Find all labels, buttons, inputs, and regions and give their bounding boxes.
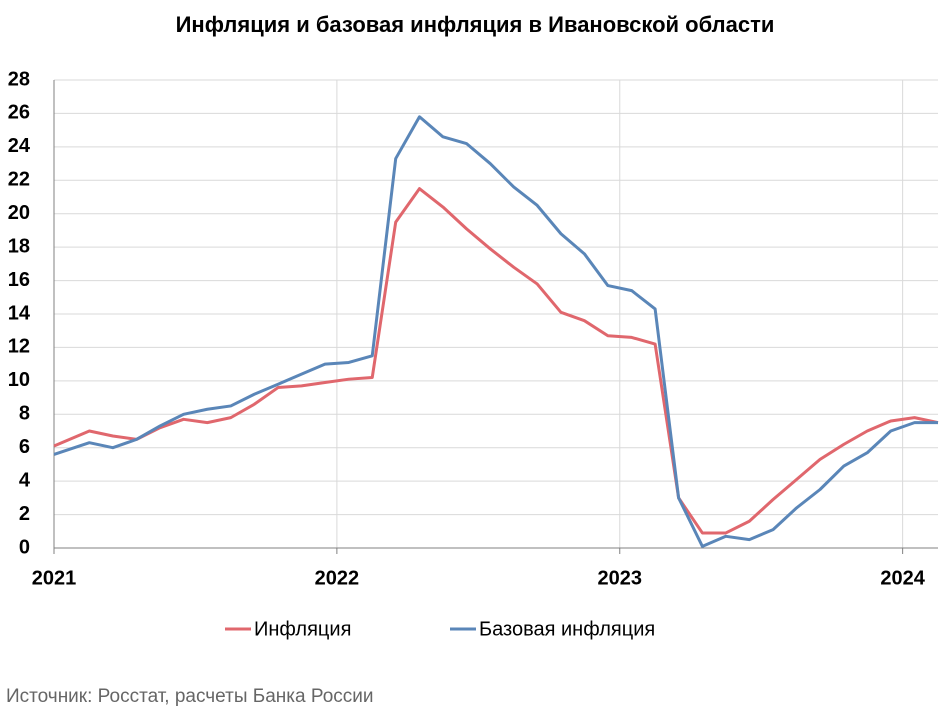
line-series bbox=[53, 115, 938, 548]
y-tick-label: 0 bbox=[19, 536, 30, 558]
source-note: Источник: Росстат, расчеты Банка России bbox=[6, 686, 374, 707]
y-tick-label: 28 bbox=[8, 68, 30, 90]
y-tick-label: 4 bbox=[19, 469, 31, 491]
y-tick-label: 26 bbox=[8, 102, 30, 124]
chart-title: Инфляция и базовая инфляция в Ивановской… bbox=[176, 12, 775, 37]
y-tick-label: 10 bbox=[8, 369, 30, 391]
x-tick-label: 2021 bbox=[32, 567, 77, 589]
y-tick-label: 14 bbox=[8, 302, 31, 324]
legend-label: Инфляция bbox=[254, 618, 351, 640]
x-tick-label: 2024 bbox=[880, 567, 925, 589]
y-tick-label: 8 bbox=[19, 403, 30, 425]
y-tick-label: 2 bbox=[19, 503, 30, 525]
x-tick-label: 2023 bbox=[598, 567, 643, 589]
y-tick-label: 12 bbox=[8, 336, 30, 358]
line-series bbox=[53, 187, 939, 535]
y-tick-label: 18 bbox=[8, 235, 30, 257]
legend-label: Базовая инфляция bbox=[479, 618, 655, 640]
y-tick-label: 20 bbox=[8, 202, 30, 224]
y-tick-label: 16 bbox=[8, 269, 30, 291]
y-tick-label: 6 bbox=[19, 436, 30, 458]
y-tick-label: 24 bbox=[8, 135, 31, 157]
x-tick-label: 2022 bbox=[315, 567, 360, 589]
y-tick-label: 22 bbox=[8, 169, 30, 191]
